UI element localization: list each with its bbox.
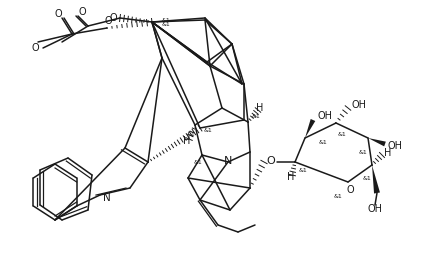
Polygon shape — [305, 119, 315, 138]
Text: OH: OH — [317, 111, 332, 121]
Text: &1: &1 — [204, 128, 212, 132]
Text: &1: &1 — [187, 132, 195, 137]
Text: &1: &1 — [252, 113, 260, 118]
Text: O: O — [109, 13, 117, 23]
Text: &1: &1 — [298, 168, 307, 172]
Polygon shape — [368, 138, 386, 146]
Polygon shape — [372, 165, 380, 193]
Text: &1: &1 — [194, 161, 202, 166]
Text: &1: &1 — [363, 176, 371, 182]
Text: O: O — [346, 185, 354, 195]
Text: OH: OH — [351, 100, 366, 110]
Text: &1: &1 — [359, 150, 368, 155]
Text: &1: &1 — [162, 22, 170, 26]
Text: O: O — [54, 9, 62, 19]
Text: OH: OH — [368, 204, 382, 214]
Text: &1: &1 — [333, 195, 342, 200]
Text: &1: &1 — [338, 132, 347, 137]
Text: H: H — [183, 136, 191, 146]
Text: &1: &1 — [162, 17, 170, 23]
Text: &1: &1 — [319, 140, 327, 145]
Text: O: O — [104, 16, 112, 26]
Text: N: N — [224, 156, 232, 166]
Text: H: H — [287, 172, 295, 182]
Text: N: N — [103, 193, 111, 203]
Text: H: H — [257, 103, 264, 113]
Text: O: O — [78, 7, 86, 17]
Text: O: O — [31, 43, 39, 53]
Text: O: O — [267, 156, 275, 166]
Text: H: H — [384, 148, 392, 158]
Text: OH: OH — [388, 141, 403, 151]
